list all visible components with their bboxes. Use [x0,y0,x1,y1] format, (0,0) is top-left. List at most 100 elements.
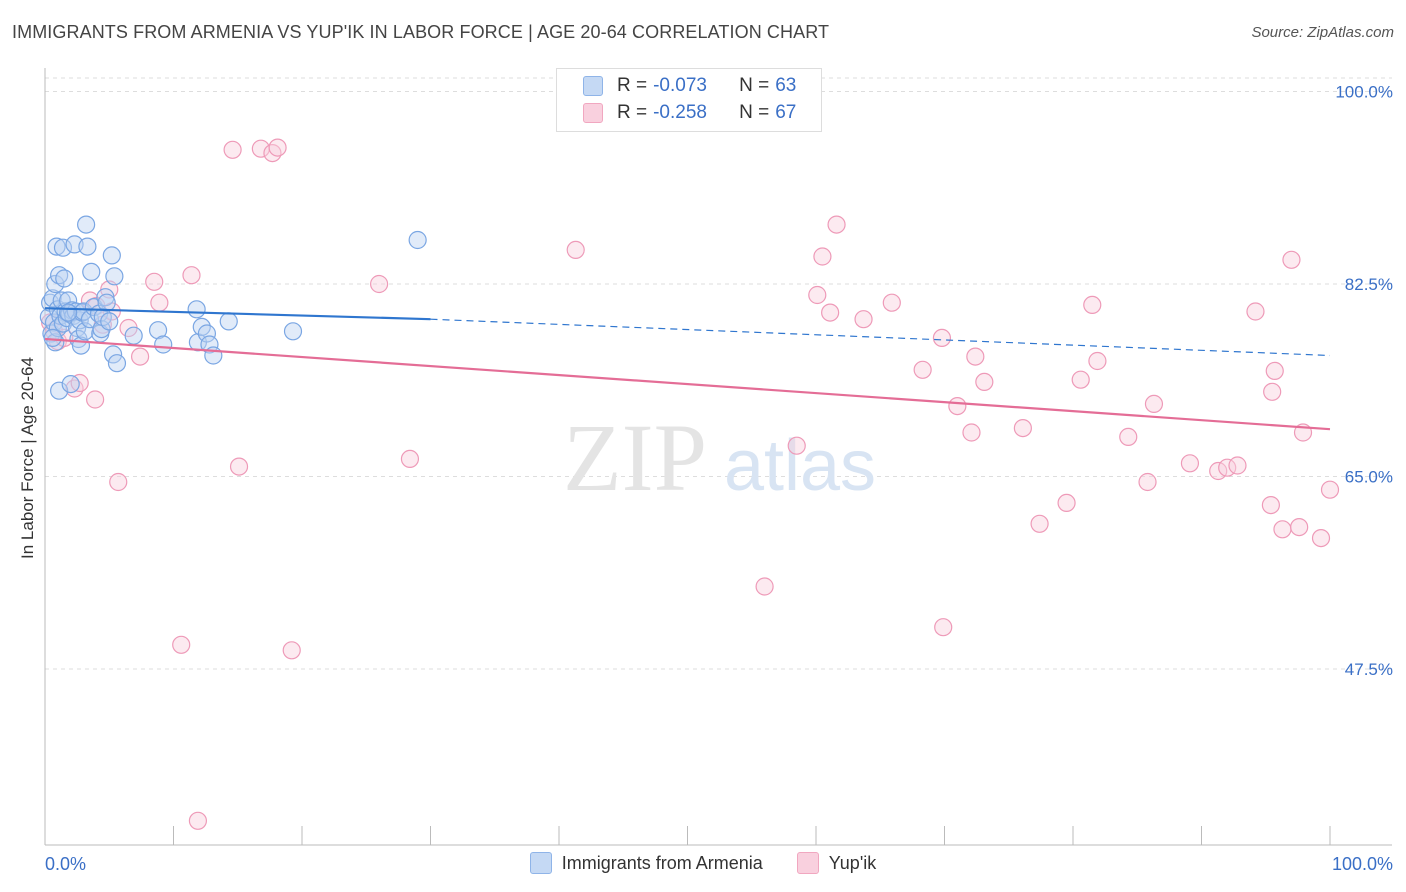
armenia-trend-line [44,307,431,321]
armenia-point [53,238,73,257]
armenia-point [78,237,97,256]
yupik-point [1057,493,1076,512]
x-tick-label: 100.0% [1332,854,1393,874]
armenia-point [187,300,206,319]
yupik-point [975,372,994,391]
armenia-point [219,312,238,331]
n-label: N = [739,75,770,96]
legend-row-yupik: R = -0.258 N = 67 [583,102,796,124]
armenia-point [61,375,80,394]
yupik-point [787,436,806,455]
armenia-point [154,335,173,354]
yupik-point [1119,427,1138,446]
y-tick-label: 82.5% [1345,275,1393,294]
yupik-point [1071,370,1090,389]
yupik-point [1265,361,1284,380]
yupik-point [1311,528,1331,548]
axes [44,68,1392,846]
yupik-point [1282,250,1301,269]
armenia-point [200,335,219,354]
yupik-point [1013,419,1032,438]
yupik-legend-swatch [796,852,819,874]
yupik-point [821,303,840,322]
yupik-point [1083,295,1102,314]
legend-item-yupik[interactable]: Yup'ik [796,852,877,874]
yupik-point [966,347,985,366]
yupik-point [1138,472,1157,492]
y-tick-label: 100.0% [1335,83,1393,102]
yupik-point [223,140,242,159]
yupik-point [913,360,932,379]
armenia-point [77,215,96,234]
yupik-point [808,285,827,305]
yupik-point [1273,520,1292,539]
armenia-point [55,269,74,288]
yupik-point [1228,456,1247,475]
armenia-swatch [583,76,603,96]
armenia-point [148,321,168,340]
source-credit: Source: ZipAtlas.com [1251,24,1394,41]
yupik-point [188,811,208,830]
yupik-point [1180,454,1200,473]
yupik-point [229,457,249,476]
r-value: -0.073 [653,75,707,96]
yupik-point [1263,382,1282,401]
y-axis-label: In Labor Force | Age 20-64 [18,357,37,559]
yupik-point [755,577,774,596]
yupik-swatch [583,103,603,123]
yupik-point [172,635,191,654]
y-tick-label: 47.5% [1345,660,1393,679]
yupik-point [1290,517,1309,537]
armenia-point [46,274,65,294]
armenia-point [104,345,123,364]
yupik-point [1261,496,1280,515]
yupik-point [150,293,169,312]
y-tick-label: 65.0% [1345,468,1393,487]
yupik-point [948,397,967,416]
armenia-point [59,303,78,322]
yupik-point [1030,514,1049,533]
yupik-point [145,272,164,291]
yupik-point [130,347,150,366]
yupik-point [1320,480,1340,499]
yupik-point [109,472,128,492]
y-tick-labels: 100.0% 82.5% 65.0% 47.5% [1335,83,1393,680]
armenia-point [124,326,143,345]
legend-item-armenia[interactable]: Immigrants from Armenia [529,852,763,874]
yupik-point [282,641,301,660]
gridlines [45,77,1392,670]
yupik-point [182,266,201,285]
armenia-point [102,246,121,265]
yupik-point [827,215,846,234]
armenia-point [82,262,101,281]
n-label: N = [739,102,770,123]
x-tick-labels: 0.0% 100.0% [45,854,1393,874]
series-legend: Immigrants from Armenia Yup'ik [0,852,1406,874]
yupik-point [934,618,953,637]
trend-lines [44,307,1331,431]
armenia-legend-swatch [529,852,552,874]
watermark-atlas: atlas [724,426,876,506]
armenia-trend-extension [430,318,1331,357]
yupik-point [1088,351,1107,371]
armenia-point [97,293,116,312]
chart-title: IMMIGRANTS FROM ARMENIA VS YUP'IK IN LAB… [12,22,830,42]
armenia-point [47,237,66,256]
yupik-point [854,310,873,329]
n-value: 63 [775,75,797,96]
yupik-trend-line [44,337,1331,431]
armenia-point [107,354,127,373]
yupik-point [400,449,420,468]
points-yupik [41,138,1340,830]
n-value: 67 [775,102,797,123]
x-tick-label: 0.0% [45,854,86,874]
yupik-point [962,423,981,442]
armenia-point [50,381,69,400]
yupik-point [86,390,105,409]
legend-row-armenia: R = -0.073 N = 63 [583,75,796,97]
watermark-zip: ZIP [563,404,707,511]
yupik-point [1246,302,1265,321]
armenia-point [408,230,427,250]
points-armenia [39,215,427,400]
legend-label-yupik: Yup'ik [828,852,877,873]
